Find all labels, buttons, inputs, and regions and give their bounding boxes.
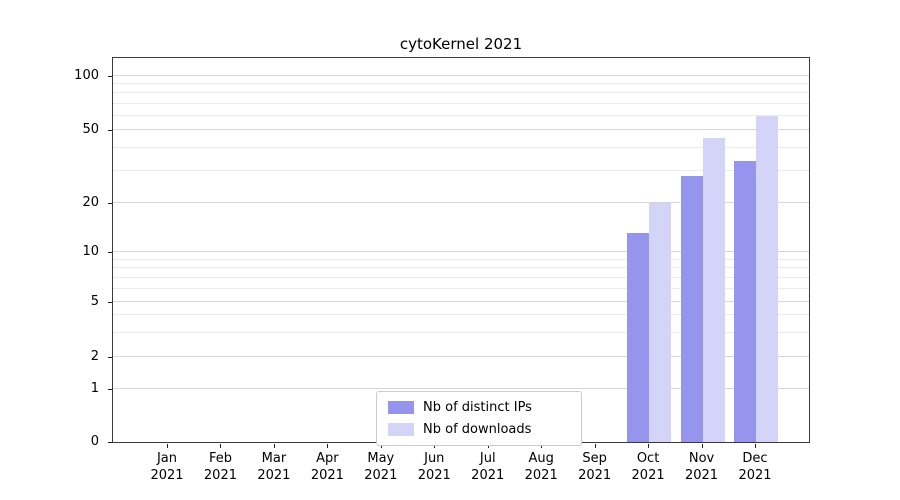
legend-swatch-distinct-ips — [388, 401, 414, 414]
plot-area — [112, 57, 810, 443]
x-axis-tick-label: Feb 2021 — [203, 451, 237, 483]
y-axis-tick-label: 100 — [74, 68, 99, 83]
gridline-y-50 — [113, 129, 809, 130]
x-axis-tick-mark — [273, 444, 275, 448]
x-axis-tick-label: Oct 2021 — [631, 451, 665, 483]
y-axis-tick-mark — [108, 389, 112, 390]
bar-distinct-ips-dec — [734, 160, 756, 442]
gridline-y-3 — [113, 331, 809, 333]
y-axis-tick-label: 2 — [90, 349, 99, 364]
gridline-y-90 — [113, 83, 809, 85]
x-axis-tick-mark — [327, 444, 329, 448]
gridline-y-80 — [113, 92, 809, 94]
x-axis-tick-mark — [487, 444, 489, 448]
chart-title: cytoKernel 2021 — [399, 35, 523, 53]
gridline-y-1 — [113, 388, 809, 389]
gridline-y-8 — [113, 267, 809, 269]
bar-distinct-ips-oct — [627, 233, 650, 442]
y-axis-tick-label: 1 — [90, 381, 99, 396]
legend-label-distinct-ips: Nb of distinct IPs — [423, 400, 532, 415]
gridline-y-7 — [113, 276, 809, 278]
x-axis-tick-mark — [434, 444, 436, 448]
legend-swatch-downloads — [388, 423, 414, 436]
x-axis-tick-label: Aug 2021 — [524, 451, 558, 483]
x-axis-tick-mark — [755, 444, 756, 448]
x-axis-tick-label: Dec 2021 — [738, 451, 772, 483]
bar-downloads-nov — [702, 138, 725, 442]
y-axis-tick-mark — [108, 302, 112, 303]
x-axis-tick-label: Jan 2021 — [150, 451, 184, 483]
gridline-y-20 — [113, 202, 809, 203]
x-axis-tick-label: Mar 2021 — [257, 451, 291, 483]
x-axis-tick-mark — [220, 444, 222, 448]
y-axis-tick-label: 0 — [90, 434, 99, 449]
legend-item-downloads: Nb of downloads — [388, 422, 570, 437]
x-axis-tick-mark — [701, 444, 703, 448]
y-axis-tick-mark — [108, 252, 112, 253]
gridline-y-9 — [113, 258, 809, 260]
bar-distinct-ips-nov — [680, 176, 703, 442]
y-axis-tick-label: 50 — [82, 122, 99, 137]
legend-item-distinct-ips: Nb of distinct IPs — [388, 400, 570, 415]
y-axis-tick-mark — [108, 442, 112, 443]
y-axis-tick-label: 5 — [90, 294, 99, 309]
x-axis-tick-label: May 2021 — [364, 451, 398, 483]
gridline-y-4 — [113, 314, 809, 316]
legend-label-downloads: Nb of downloads — [423, 422, 532, 437]
bar-downloads-oct — [649, 203, 672, 442]
y-axis-tick-mark — [108, 203, 112, 204]
gridline-y-70 — [113, 102, 809, 104]
bar-downloads-dec — [756, 115, 778, 442]
y-axis-tick-mark — [108, 130, 112, 131]
x-axis-tick-label: Apr 2021 — [310, 451, 344, 483]
gridline-y-6 — [113, 287, 809, 289]
y-axis-tick-label: 20 — [82, 195, 99, 210]
y-axis-tick-mark — [108, 76, 112, 77]
x-axis-tick-label: Sep 2021 — [578, 451, 612, 483]
gridline-y-60 — [113, 114, 809, 116]
gridline-y-5 — [113, 301, 809, 302]
gridline-y-10 — [113, 251, 809, 252]
gridline-y-100 — [113, 75, 809, 76]
y-axis: 0 1 2 5 10 20 50 100 — [0, 57, 112, 449]
y-axis-tick-label: 10 — [82, 244, 99, 259]
gridline-y-40 — [113, 146, 809, 148]
x-axis-tick-mark — [380, 444, 382, 448]
x-axis-tick-mark — [541, 444, 543, 448]
x-axis-tick-mark — [648, 444, 650, 448]
x-axis-tick-label: Nov 2021 — [684, 451, 719, 483]
gridline-y-30 — [113, 169, 809, 171]
gridline-y-2 — [113, 356, 809, 357]
x-axis-tick-mark — [594, 444, 596, 448]
x-axis: Jan 2021 Feb 2021 Mar 2021 Apr 2021 May 2021… — [112, 444, 810, 490]
x-axis-tick-mark — [167, 444, 168, 448]
x-axis-tick-label: Jul 2021 — [471, 451, 505, 483]
legend: Nb of distinct IPs Nb of downloads — [376, 391, 582, 446]
y-axis-tick-mark — [108, 357, 112, 358]
x-axis-tick-label: Jun 2021 — [417, 451, 451, 483]
